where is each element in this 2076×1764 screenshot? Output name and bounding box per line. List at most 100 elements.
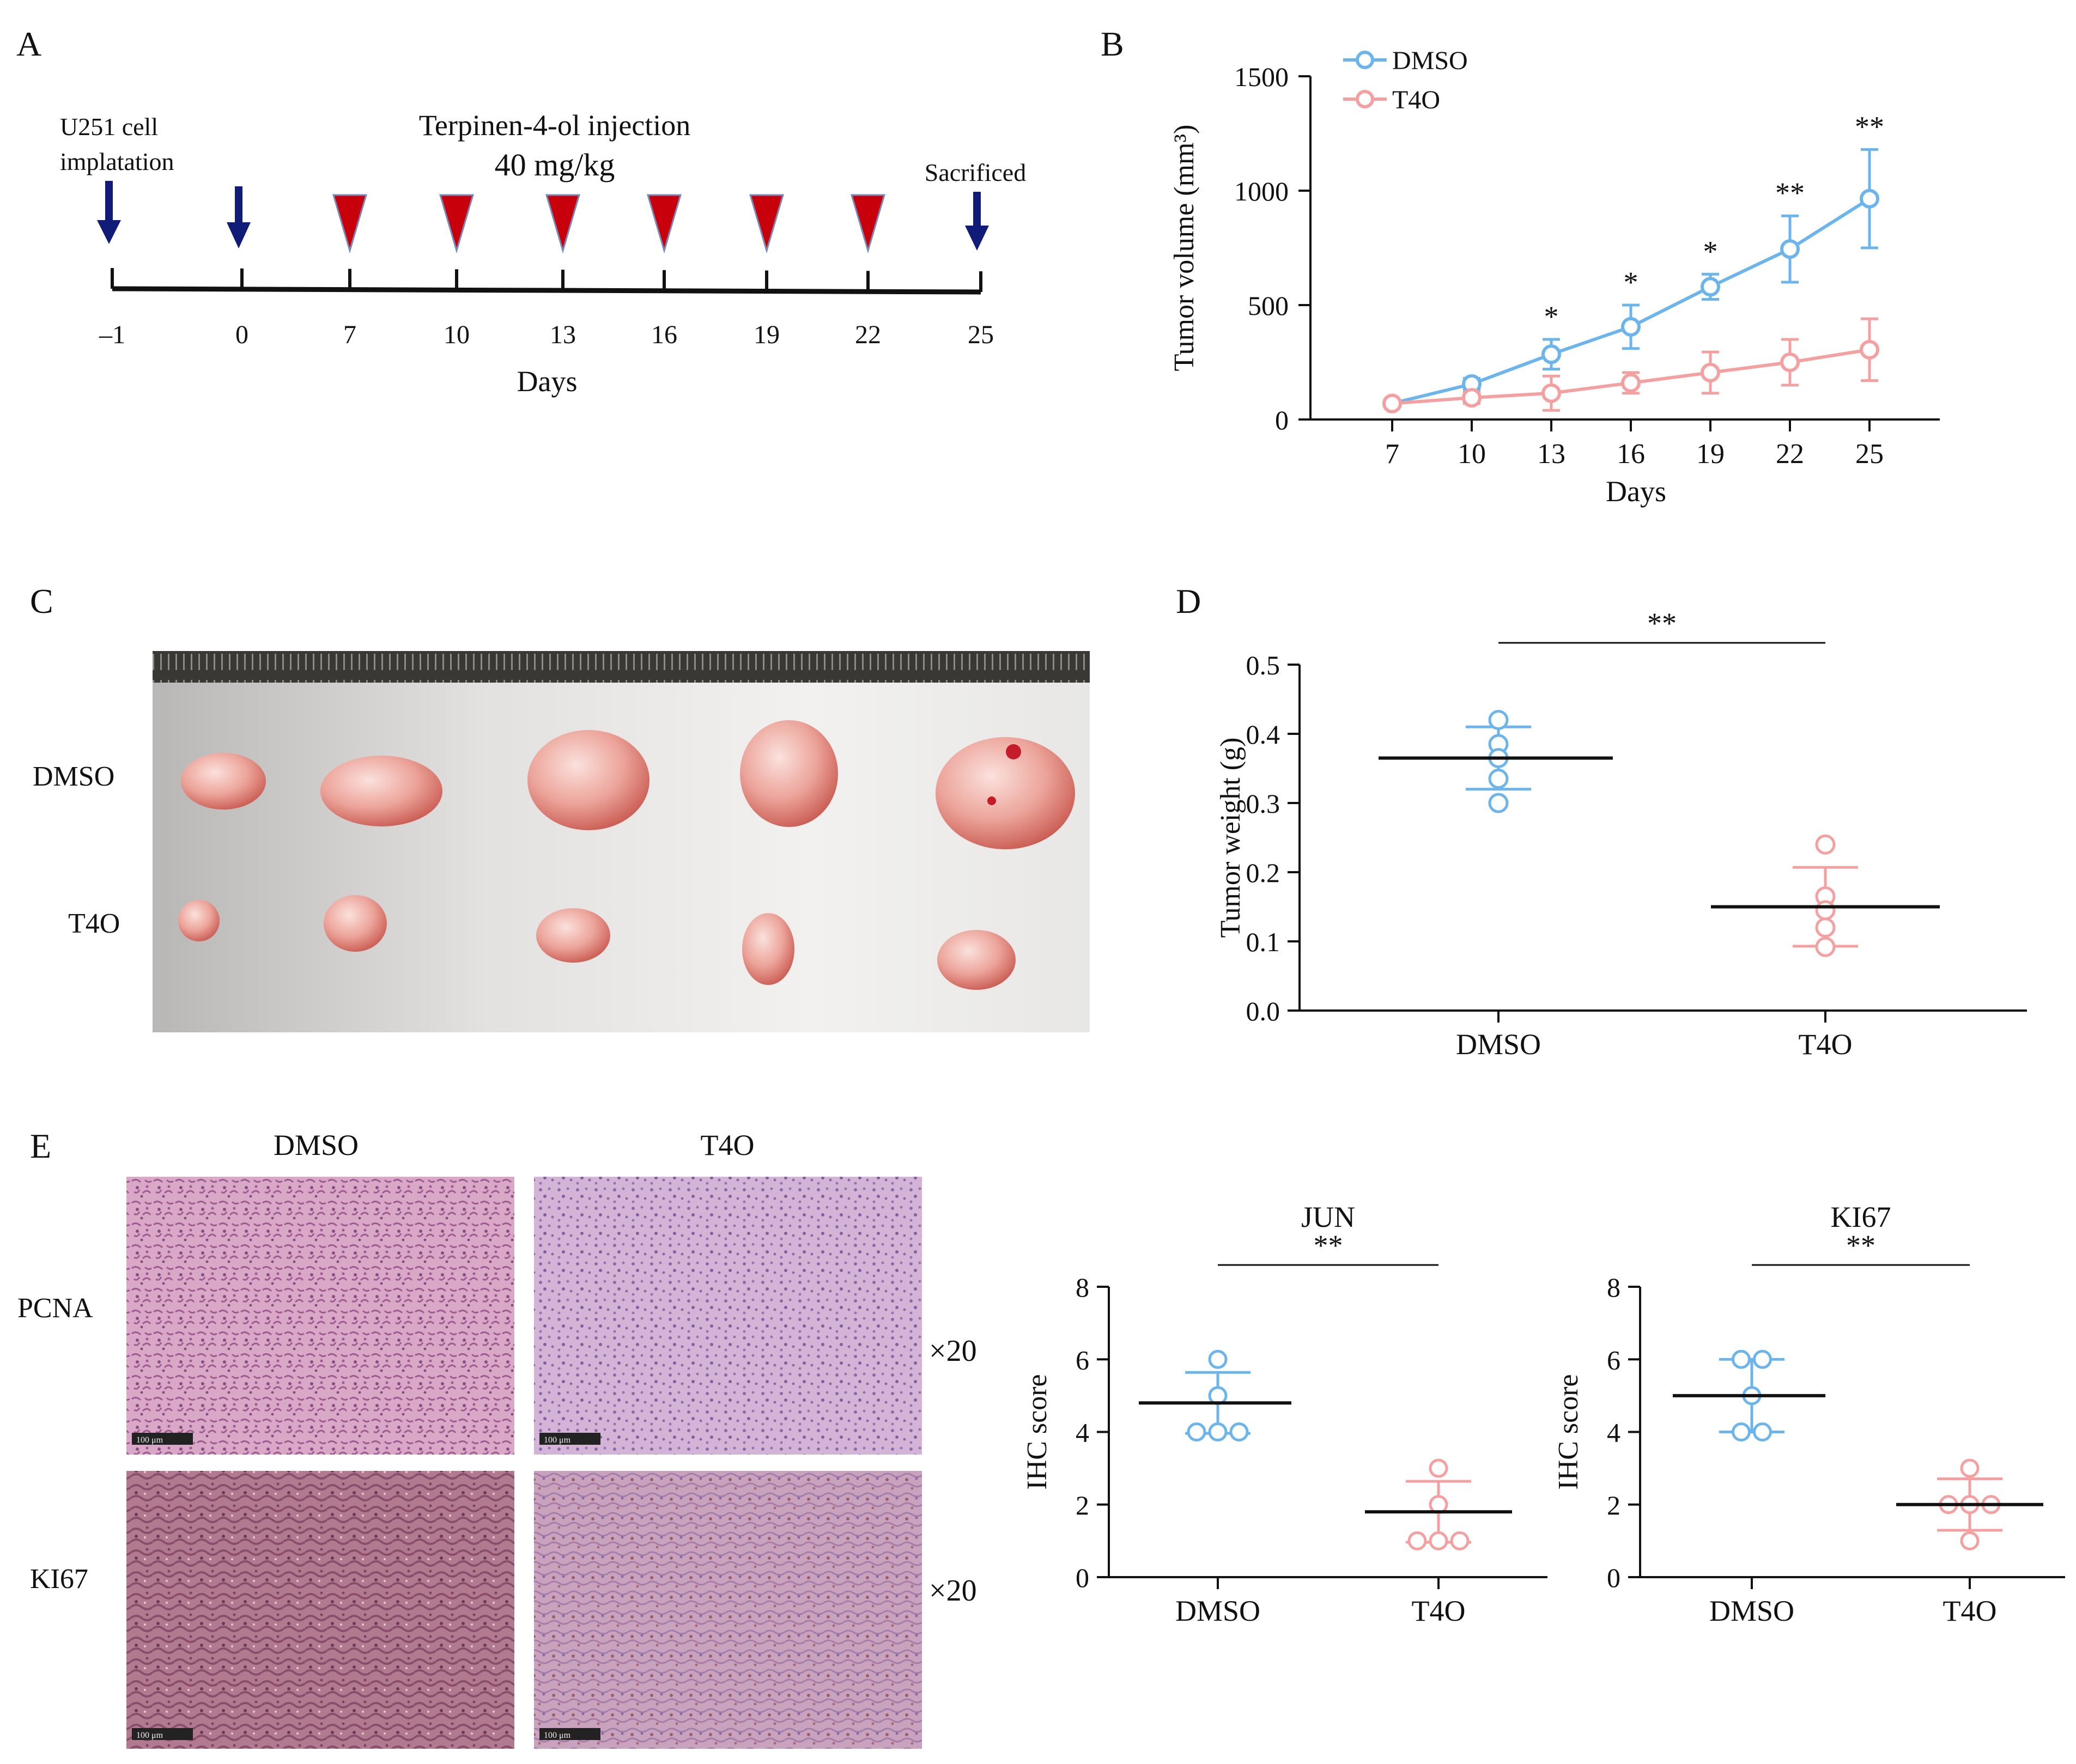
down-arrow-icon: [227, 186, 251, 248]
significance-label: **: [1775, 177, 1805, 209]
y-tick-label: 4: [1076, 1418, 1089, 1448]
data-point: [1229, 1422, 1249, 1441]
ihc-image-ki67-t4o: 100 μm: [534, 1471, 922, 1749]
data-point: [1208, 1422, 1228, 1441]
significance-label: *: [1703, 235, 1718, 267]
scale-bar-label: 100 μm: [544, 1435, 571, 1445]
data-point: [1541, 344, 1561, 364]
data-point: [1815, 936, 1836, 957]
row-label-dmso: DMSO: [33, 761, 114, 792]
panel-b: B 0 500 1000 1500 7 10 13 16 19 22 25 Days Tumor vol…: [1101, 25, 1940, 508]
dose-label: 40 mg/kg: [495, 147, 615, 183]
y-tick-label: 2: [1607, 1490, 1620, 1520]
y-tick-label: 6: [1076, 1345, 1089, 1375]
data-point: [1753, 1349, 1772, 1369]
timeline-tick-label: 13: [550, 320, 576, 349]
ihc-image-ki67-dmso: 100 μm: [126, 1471, 514, 1749]
injection-triangle-icon: [646, 194, 682, 254]
y-tick-label: 0.1: [1246, 927, 1280, 957]
data-point: [1815, 917, 1836, 938]
timeline-tick-label: 22: [855, 320, 881, 349]
chart-b-tumor-volume: 0 500 1000 1500 7 10 13 16 19 22 25 Days Tumor volum…: [1169, 46, 1940, 508]
timeline-tick-label: 10: [444, 320, 470, 349]
panel-e: E DMSO T4O PCNA KI67 100 μm 100 μm 100 μ…: [17, 1127, 2065, 1749]
panel-b-letter: B: [1101, 25, 1124, 63]
data-point: [1732, 1349, 1751, 1369]
data-point: [1753, 1422, 1772, 1441]
data-point: [1429, 1531, 1448, 1550]
data-point: [1815, 834, 1836, 855]
data-point: [1621, 373, 1641, 393]
y-axis-label: IHC score: [1022, 1374, 1053, 1489]
tumor: [324, 895, 387, 952]
ihc-image-pcna-t4o: 100 μm: [534, 1177, 922, 1455]
data-point: [1701, 277, 1720, 297]
data-point: [1208, 1349, 1228, 1369]
ihc-image-pcna-dmso: 100 μm: [126, 1177, 514, 1455]
y-axis-label: Tumor volume (mm³): [1169, 125, 1200, 372]
legend-label: T4O: [1392, 86, 1440, 114]
y-tick-label: 8: [1076, 1272, 1089, 1303]
y-tick-label: 1500: [1234, 62, 1289, 92]
group-dmso: [1379, 710, 1613, 813]
timeline-tick-label: –1: [99, 320, 125, 349]
ihc-row-label-ki67: KI67: [30, 1564, 88, 1595]
group-t4o: [1896, 1458, 2043, 1550]
x-axis-label: Days: [1606, 475, 1666, 508]
tumor: [937, 930, 1016, 990]
y-tick-label: 0.5: [1246, 650, 1280, 680]
data-point: [1407, 1531, 1427, 1550]
series-t4o: [1382, 317, 1879, 413]
x-tick-label: T4O: [1943, 1595, 1997, 1627]
panel-c: C DMSO T4O: [30, 582, 1090, 1032]
timeline-ticks: –1 0 7 10 13 16 19 22 25: [99, 268, 994, 349]
y-axis-label: Tumor weight (g): [1215, 738, 1246, 938]
y-tick-label: 0.2: [1246, 857, 1280, 888]
injection-triangle-icon: [439, 194, 475, 254]
injection-triangle-icon: [749, 194, 785, 254]
legend-marker: [1356, 90, 1374, 108]
tumor: [740, 720, 838, 827]
significance-label: **: [1647, 607, 1677, 640]
y-tick-label: 0.3: [1246, 788, 1280, 819]
sacrificed-label: Sacrificed: [925, 159, 1026, 186]
y-tick-label: 0: [1275, 405, 1289, 435]
significance-label: **: [1855, 110, 1884, 143]
significance-label: **: [1314, 1229, 1343, 1262]
timeline-tick-label: 19: [754, 320, 780, 349]
panel-a: A U251 cell implatation Terpinen-4-ol in…: [16, 25, 1026, 398]
ihc-col-label-dmso: DMSO: [274, 1129, 359, 1161]
data-point: [1187, 1422, 1206, 1441]
tumor: [320, 756, 442, 826]
x-tick-label: 19: [1696, 439, 1725, 470]
timeline-tick-label: 25: [968, 320, 994, 349]
panel-e-letter: E: [30, 1127, 51, 1165]
magnification-label: ×20: [929, 1574, 977, 1608]
timeline-tick-label: 0: [235, 320, 248, 349]
legend-marker: [1356, 51, 1374, 69]
group-t4o: [1711, 834, 1940, 957]
timeline-tick-label: 16: [651, 320, 677, 349]
data-point: [1382, 393, 1402, 413]
tumor: [181, 753, 266, 810]
injection-markers: [332, 194, 886, 254]
tumor: [527, 730, 649, 830]
tumor: [742, 913, 794, 985]
injection-triangle-icon: [850, 194, 886, 254]
x-tick-label: 16: [1617, 439, 1645, 470]
cell-label-line1: U251 cell: [60, 113, 158, 141]
group-dmso: [1139, 1349, 1291, 1441]
tumor: [536, 908, 610, 963]
data-point: [1860, 339, 1879, 360]
x-tick-label: DMSO: [1709, 1595, 1794, 1627]
data-point: [1780, 239, 1800, 259]
ihc-row-label-pcna: PCNA: [17, 1293, 93, 1324]
panel-d-letter: D: [1176, 582, 1201, 621]
injection-title: Terpinen-4-ol injection: [419, 109, 691, 142]
timeline-tick-label: 7: [343, 320, 356, 349]
significance-label: *: [1624, 266, 1638, 299]
data-point: [1488, 710, 1509, 731]
data-point: [1860, 188, 1879, 209]
magnification-label: ×20: [929, 1334, 977, 1368]
